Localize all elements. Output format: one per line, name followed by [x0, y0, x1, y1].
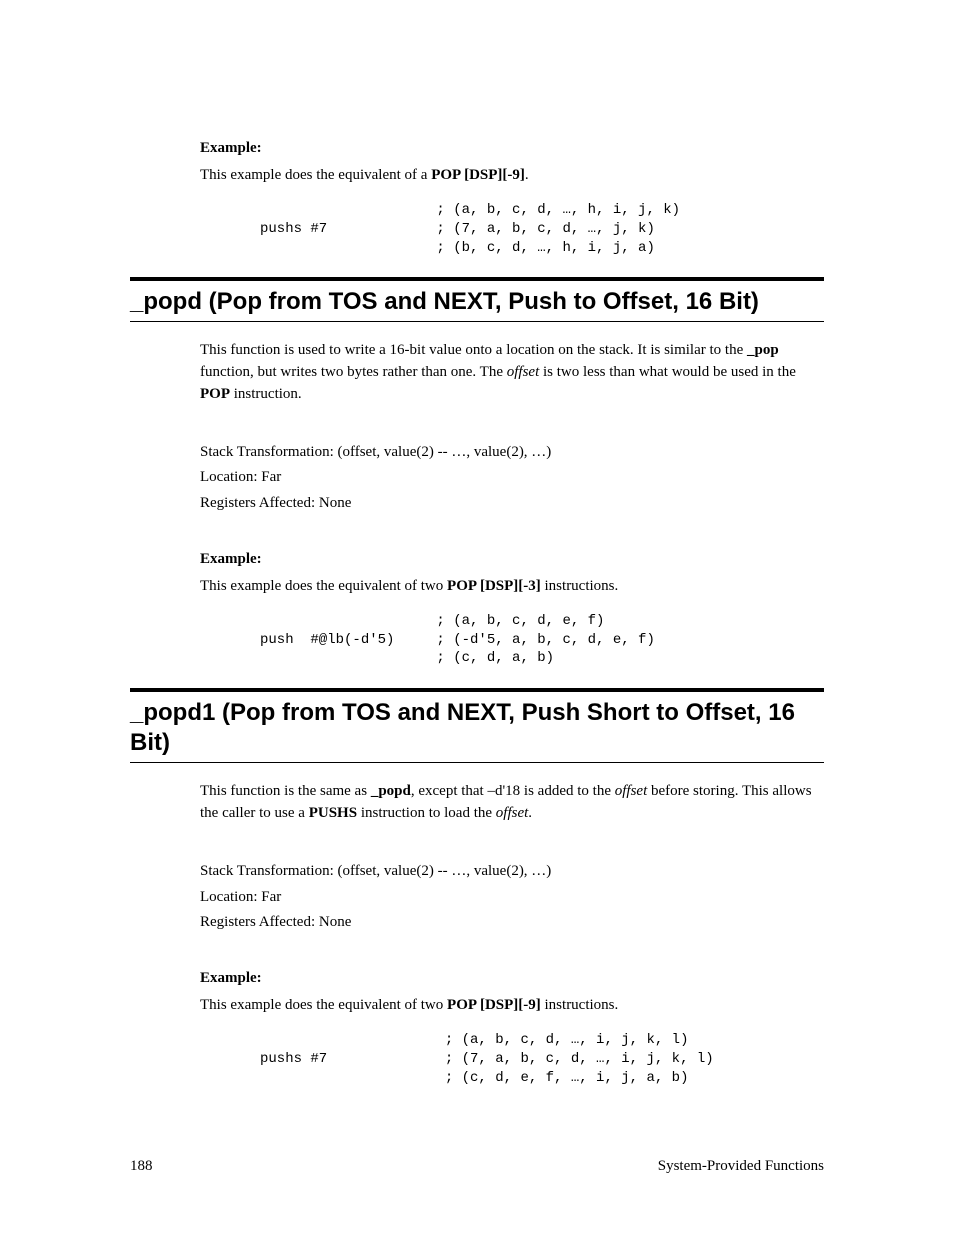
- text: , except that –d'18 is added to the: [411, 783, 615, 799]
- text: instructions.: [541, 997, 619, 1013]
- spacer: [200, 420, 824, 442]
- code-ref: POP [DSP][-9]: [431, 167, 525, 183]
- term-offset: offset: [507, 364, 540, 380]
- text: instruction to load the: [357, 805, 496, 821]
- term-offset: offset: [496, 805, 529, 821]
- stack-transformation: Stack Transformation: (offset, value(2) …: [200, 861, 824, 883]
- text: .: [525, 167, 529, 183]
- text: instructions.: [541, 578, 619, 594]
- example-intro: This example does the equivalent of two …: [200, 576, 824, 598]
- heading-popd1: _popd1 (Pop from TOS and NEXT, Push Shor…: [130, 688, 824, 763]
- text: .: [528, 805, 532, 821]
- instr: POP: [200, 386, 230, 402]
- example-intro: This example does the equivalent of a PO…: [200, 165, 824, 187]
- fn-name: _pop: [747, 342, 779, 358]
- example-label: Example:: [200, 970, 824, 987]
- footer-title: System-Provided Functions: [658, 1158, 824, 1175]
- code-block: ; (a, b, c, d, …, h, i, j, k) pushs #7 ;…: [260, 201, 824, 258]
- page: Example: This example does the equivalen…: [0, 0, 954, 1235]
- para: This function is used to write a 16-bit …: [200, 340, 824, 405]
- text: This function is used to write a 16-bit …: [200, 342, 747, 358]
- example-label: Example:: [200, 140, 824, 157]
- page-number: 188: [130, 1158, 153, 1175]
- text: This example does the equivalent of two: [200, 997, 447, 1013]
- footer: 188 System-Provided Functions: [130, 1158, 824, 1175]
- text: This example does the equivalent of two: [200, 578, 447, 594]
- spacer: [200, 839, 824, 861]
- code-block: ; (a, b, c, d, …, i, j, k, l) pushs #7 ;…: [260, 1031, 824, 1088]
- section-prev-tail: Example: This example does the equivalen…: [200, 140, 824, 257]
- section-popd-body: This function is used to write a 16-bit …: [200, 340, 824, 668]
- term-offset: offset: [615, 783, 648, 799]
- code-block: ; (a, b, c, d, e, f) push #@lb(-d'5) ; (…: [260, 612, 824, 669]
- code-ref: POP [DSP][-9]: [447, 997, 541, 1013]
- code-ref: POP [DSP][-3]: [447, 578, 541, 594]
- text: This example does the equivalent of a: [200, 167, 431, 183]
- instr: PUSHS: [309, 805, 357, 821]
- example-label: Example:: [200, 551, 824, 568]
- text: function, but writes two bytes rather th…: [200, 364, 507, 380]
- para: This function is the same as _popd, exce…: [200, 781, 824, 825]
- location: Location: Far: [200, 887, 824, 909]
- spacer: [200, 529, 824, 551]
- text: This function is the same as: [200, 783, 371, 799]
- example-intro: This example does the equivalent of two …: [200, 995, 824, 1017]
- location: Location: Far: [200, 467, 824, 489]
- registers-affected: Registers Affected: None: [200, 912, 824, 934]
- heading-popd: _popd (Pop from TOS and NEXT, Push to Of…: [130, 277, 824, 322]
- section-popd1-body: This function is the same as _popd, exce…: [200, 781, 824, 1087]
- stack-transformation: Stack Transformation: (offset, value(2) …: [200, 442, 824, 464]
- text: is two less than what would be used in t…: [539, 364, 796, 380]
- registers-affected: Registers Affected: None: [200, 493, 824, 515]
- text: instruction.: [230, 386, 302, 402]
- fn-name: _popd: [371, 783, 411, 799]
- spacer: [200, 948, 824, 970]
